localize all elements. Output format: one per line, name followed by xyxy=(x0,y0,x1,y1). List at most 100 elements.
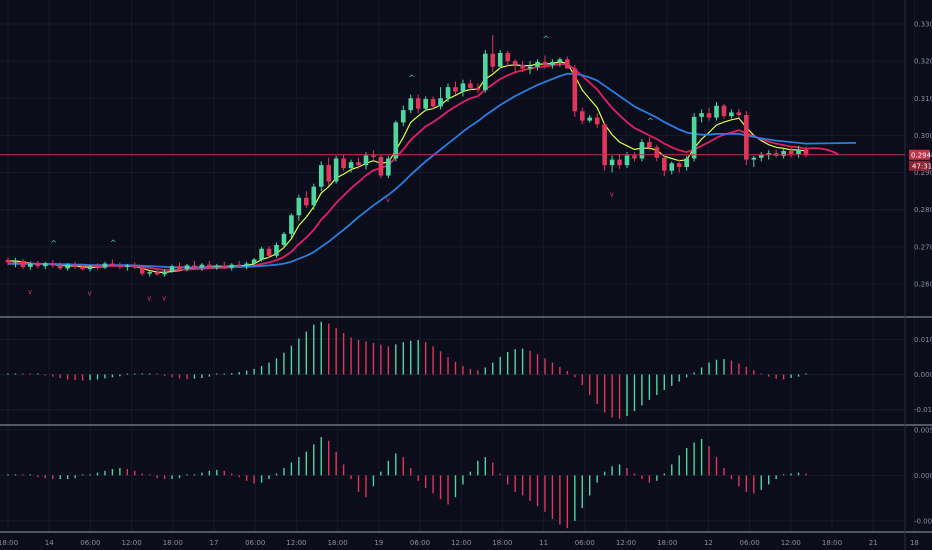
candle-body xyxy=(386,158,391,176)
candle-body xyxy=(714,105,719,118)
price-panel[interactable]: v ^ v ^ v v v ^ ^ v ^ xyxy=(0,35,905,303)
time-axis-tick-label: 06:00 xyxy=(245,539,265,547)
candle-body xyxy=(579,111,585,121)
oscillator-panel-2[interactable] xyxy=(0,429,905,529)
candle-body xyxy=(527,66,533,69)
candle-body xyxy=(229,264,235,268)
candle-body xyxy=(639,142,645,159)
candle-body xyxy=(35,263,41,267)
candle-body xyxy=(304,197,309,206)
candle-body xyxy=(80,266,85,270)
candle-body xyxy=(453,87,458,92)
candle-body xyxy=(647,142,652,148)
candle-body xyxy=(684,158,689,167)
candle-body xyxy=(281,233,287,245)
candle-body xyxy=(602,124,607,166)
oscillator-panel-1[interactable] xyxy=(0,321,905,419)
candle-body xyxy=(333,158,339,182)
candle-body xyxy=(594,117,600,125)
candle-body xyxy=(587,117,593,121)
candle-body xyxy=(751,157,757,160)
moving-average-line-3-ext xyxy=(805,141,857,145)
candle-body xyxy=(214,265,220,267)
candle-body xyxy=(318,165,324,187)
candle-body xyxy=(460,83,466,92)
candle-body xyxy=(72,264,78,267)
time-axis-tick-label: 12:00 xyxy=(122,539,142,547)
candle-body xyxy=(706,113,712,118)
candle-body xyxy=(42,263,48,267)
candle-body xyxy=(699,113,704,117)
time-axis-tick-label: 18 xyxy=(910,539,919,547)
swing-low-marker: v xyxy=(88,289,92,297)
candle-body xyxy=(423,99,428,109)
candle-body xyxy=(788,151,794,154)
candle-body xyxy=(691,116,697,159)
time-axis-tick-label: 12:00 xyxy=(616,539,636,547)
current-price-label: 0.2948 xyxy=(911,152,932,160)
candle-body xyxy=(796,149,801,154)
candle-body xyxy=(624,155,630,166)
candle-body xyxy=(147,272,153,274)
candle-body xyxy=(512,61,518,65)
time-axis-tick-label: 06:00 xyxy=(410,539,430,547)
candle-body xyxy=(28,263,33,267)
candle-body xyxy=(65,264,70,269)
candle-body xyxy=(654,147,660,158)
candle-body xyxy=(758,154,764,158)
candle-body xyxy=(661,157,667,171)
candle-body xyxy=(266,248,272,256)
time-axis-tick-label: 18:00 xyxy=(163,539,183,547)
candle-body xyxy=(363,155,369,166)
candle-body xyxy=(274,245,279,256)
candle-body xyxy=(221,265,227,268)
candle-body xyxy=(565,59,570,69)
candle-body xyxy=(154,272,160,275)
candle-body xyxy=(572,68,578,112)
swing-low-marker: v xyxy=(610,191,614,199)
candle-body xyxy=(468,83,473,88)
candle-body xyxy=(766,153,772,155)
time-axis-tick-label: 06:00 xyxy=(740,539,760,547)
current-price-tag-bg xyxy=(909,149,930,160)
swing-high-marker: ^ xyxy=(408,74,415,83)
candle-body xyxy=(721,105,727,117)
candle-body xyxy=(169,266,175,272)
moving-average-line-2 xyxy=(7,63,807,271)
candle-body xyxy=(102,263,108,268)
candle-body xyxy=(162,271,167,275)
candle-body xyxy=(95,266,100,268)
candle-body xyxy=(550,61,555,65)
time-axis-tick-label: 18:00 xyxy=(822,539,842,547)
time-axis[interactable]: 18:00 14 06:00 12:00 18:00 17 06:00 12:00 18:00 1… xyxy=(0,539,919,547)
swing-high-marker: ^ xyxy=(647,116,654,125)
candle-body xyxy=(744,115,749,160)
time-axis-tick-label: 19 xyxy=(374,539,383,547)
swing-high-marker: ^ xyxy=(542,35,549,44)
candle-body xyxy=(311,186,317,206)
candle-body xyxy=(341,158,346,169)
candle-body xyxy=(348,162,354,169)
candle-body xyxy=(177,266,182,270)
time-axis-tick-label: 12 xyxy=(704,539,713,547)
candle-body xyxy=(729,112,734,117)
swing-markers: v ^ v ^ v v v ^ ^ v ^ xyxy=(28,35,654,303)
swing-low-marker: v xyxy=(162,295,166,303)
moving-average-lines xyxy=(7,61,857,274)
candle-body xyxy=(184,265,190,270)
